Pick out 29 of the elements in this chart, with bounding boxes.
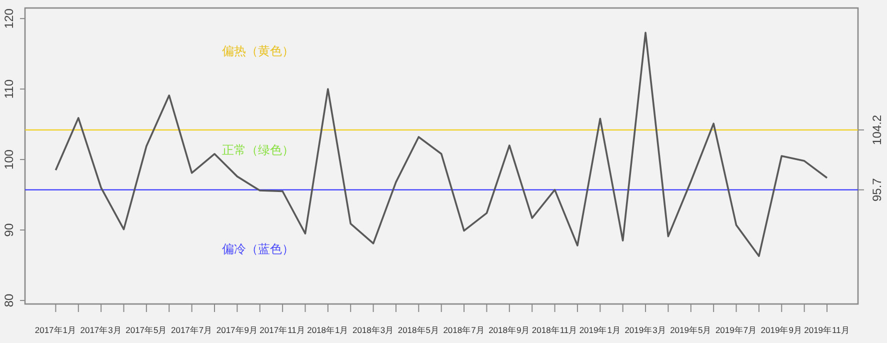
y2-tick-label: 104.2 bbox=[870, 114, 884, 145]
annotation: 偏冷（蓝色） bbox=[222, 242, 294, 256]
y-tick-label: 100 bbox=[2, 149, 16, 170]
y-tick-label: 80 bbox=[2, 293, 16, 308]
line-series bbox=[54, 32, 828, 257]
x-tick-label: 2019年9月 bbox=[760, 325, 802, 335]
annotation: 正常（绿色） bbox=[222, 143, 294, 157]
x-tick-label: 2019年5月 bbox=[670, 325, 712, 335]
y-tick-label: 110 bbox=[2, 79, 16, 99]
x-tick-label: 2018年3月 bbox=[352, 325, 394, 335]
x-tick-label: 2018年7月 bbox=[443, 325, 485, 335]
x-tick-label: 2019年1月 bbox=[579, 325, 621, 335]
y-tick-label: 90 bbox=[2, 223, 16, 237]
y2-tick-label: 95.7 bbox=[870, 178, 884, 202]
x-tick-label: 2018年9月 bbox=[488, 325, 530, 335]
x-tick-label: 2018年5月 bbox=[398, 325, 440, 335]
x-tick-label: 2019年7月 bbox=[715, 325, 758, 335]
x-tick-label: 2017年3月 bbox=[80, 325, 122, 335]
x-tick-label: 2017年7月 bbox=[170, 325, 213, 335]
x-tick-label: 2019年3月 bbox=[624, 325, 666, 335]
x-tick-label: 2017年5月 bbox=[126, 325, 168, 335]
x-tick-label: 2018年11月 bbox=[532, 325, 578, 335]
annotation: 偏热（黄色） bbox=[222, 44, 294, 58]
x-tick-label: 2017年1月 bbox=[34, 325, 77, 335]
x-tick-label: 2017年9月 bbox=[216, 325, 258, 335]
y-tick-label: 120 bbox=[2, 8, 16, 29]
x-tick-label: 2017年11月 bbox=[260, 325, 306, 335]
x-tick-label: 2018年1月 bbox=[307, 325, 349, 335]
x-tick-label: 2019年11月 bbox=[804, 325, 850, 335]
